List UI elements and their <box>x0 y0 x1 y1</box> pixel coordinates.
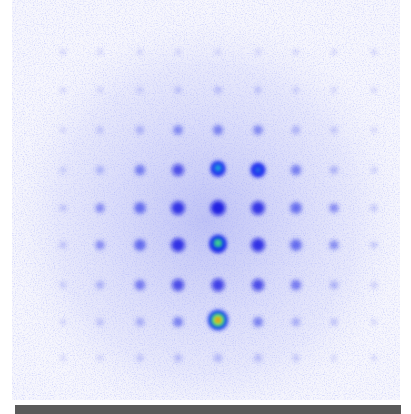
diffraction-spot <box>292 126 300 134</box>
diffraction-spot <box>371 319 377 325</box>
diffraction-spot <box>330 318 337 325</box>
diffraction-spot <box>329 203 338 212</box>
diffraction-spot <box>175 49 181 55</box>
diffraction-spot <box>214 354 222 362</box>
bottom-bar <box>15 405 401 414</box>
diffraction-spot <box>329 240 338 249</box>
diffraction-spot <box>174 354 182 362</box>
diffraction-spot <box>251 201 264 214</box>
diffraction-spot <box>290 239 301 250</box>
diffraction-spot <box>95 240 104 249</box>
diffraction-spot <box>136 318 145 327</box>
diffraction-spot <box>331 87 337 93</box>
diffraction-spot <box>136 354 143 361</box>
diffraction-spot <box>171 238 185 252</box>
diffraction-spot <box>212 279 225 292</box>
diffraction-spot <box>134 239 145 250</box>
diffraction-spot <box>251 238 265 252</box>
diffraction-spot <box>59 204 66 211</box>
diffraction-spot <box>331 49 337 55</box>
diffraction-spot <box>211 201 226 216</box>
diffraction-spot <box>293 49 299 55</box>
diffraction-spot <box>137 49 143 55</box>
diffraction-spot <box>137 87 143 93</box>
diffraction-spot <box>96 166 104 174</box>
image-noise <box>12 0 400 400</box>
diffraction-spot <box>59 241 66 248</box>
diffraction-spot <box>60 282 67 289</box>
diffraction-spot <box>97 355 103 361</box>
diffraction-spot <box>255 49 261 55</box>
diffraction-spot <box>97 127 104 134</box>
intensity-peak <box>256 168 261 173</box>
diffraction-spot <box>172 164 184 176</box>
diffraction-spot <box>253 317 263 327</box>
diffraction-spot <box>134 202 145 213</box>
diffraction-spot <box>371 49 377 55</box>
diffraction-spot <box>136 126 144 134</box>
diffraction-spot <box>371 355 377 361</box>
diffraction-spot <box>96 318 103 325</box>
diffraction-spot <box>173 125 183 135</box>
diffraction-spot <box>135 280 145 290</box>
diffraction-spot <box>60 355 66 361</box>
diffraction-spot <box>330 166 338 174</box>
diffraction-spot <box>60 319 66 325</box>
intensity-peak <box>215 165 222 172</box>
diffraction-spot <box>292 318 301 327</box>
diffraction-spot <box>97 87 103 93</box>
diffraction-spot <box>97 49 103 55</box>
diffraction-spot <box>135 165 145 175</box>
diffraction-spot <box>60 87 66 93</box>
diffraction-spot <box>172 279 184 291</box>
diffraction-spot <box>253 125 263 135</box>
diffraction-spot <box>330 281 339 290</box>
diffraction-spot <box>254 86 261 93</box>
diffraction-spot <box>60 49 66 55</box>
diffraction-spot <box>96 281 105 290</box>
diffraction-spot <box>252 279 264 291</box>
diffraction-spot <box>254 354 262 362</box>
diffraction-spot <box>370 204 377 211</box>
intensity-peak <box>216 318 219 321</box>
diffraction-spot <box>60 167 66 173</box>
diffraction-spot <box>371 282 378 289</box>
diffraction-spot <box>60 127 66 133</box>
diffraction-spot <box>215 49 221 55</box>
diffraction-spot <box>292 354 299 361</box>
diffraction-spot <box>330 126 337 133</box>
diffraction-spot <box>174 86 181 93</box>
diffraction-spot <box>213 125 223 135</box>
diffraction-spot <box>290 202 301 213</box>
image <box>0 0 411 414</box>
diffraction-spot <box>95 203 104 212</box>
page: (() => { const svg = document.getElement… <box>0 0 411 414</box>
intensity-peak <box>216 241 220 245</box>
diffraction-spot <box>371 167 377 173</box>
diffraction-spot <box>331 355 337 361</box>
diffraction-spot <box>214 86 222 94</box>
diffraction-spot <box>171 201 184 214</box>
diffraction-spot <box>371 87 377 93</box>
diffraction-spot <box>371 127 377 133</box>
diffraction-spot <box>370 241 377 248</box>
diffraction-spot <box>173 317 183 327</box>
diffraction-spot <box>291 165 301 175</box>
diffraction-spot <box>291 280 301 290</box>
diffraction-spot <box>293 87 299 93</box>
